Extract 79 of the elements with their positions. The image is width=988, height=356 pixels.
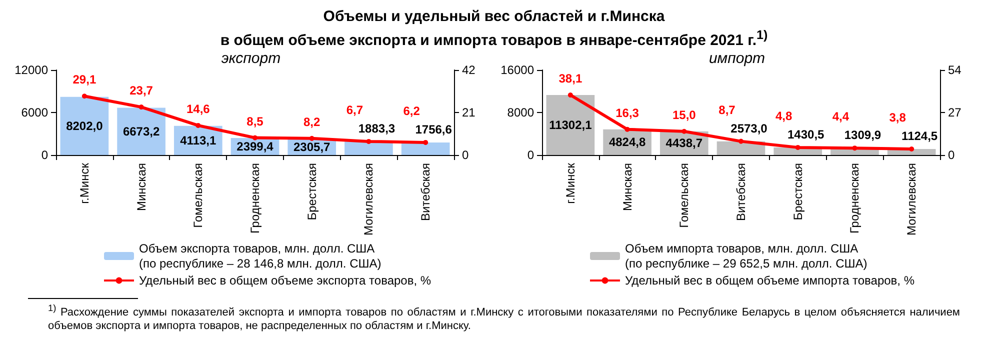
point (252, 135, 258, 140)
data-label: 8202,0 (66, 118, 104, 133)
point (423, 140, 428, 145)
legend-label: Объем импорта товаров, млн. долл. США (по республике – 29 652,5 млн. долл. США) (625, 242, 868, 270)
point (138, 104, 144, 110)
data-label: 15,0 (672, 108, 696, 122)
x-tick-label: Витебская (418, 163, 433, 222)
bar (401, 142, 450, 155)
data-label: 11302,1 (549, 118, 592, 132)
chart-subtitle: импорт (708, 50, 766, 67)
data-label: 4,4 (832, 110, 850, 124)
x-tick-label: Могилевская (362, 163, 376, 236)
chart-subtitle: экспорт (221, 50, 281, 67)
y-tick-label: 8000 (507, 106, 534, 120)
x-tick-label: Гомельская (191, 163, 206, 228)
data-label: 4824,8 (608, 135, 646, 150)
data-label: 3,8 (889, 110, 906, 125)
bar (60, 96, 109, 155)
data-label: 6,7 (346, 102, 364, 117)
point (682, 128, 687, 134)
point (568, 92, 573, 98)
text: $^{1)}$ Расхождение суммы показателей экспорта и импорта товаров по областям и г.Минску с итоговыми показателями по Республике Беларусь в целом объясняется наличием объемов экспорта и импорта товаров, не распределенных по областям и г.Минску. (47, 302, 961, 333)
x-tick-label: Гомельская (677, 163, 692, 228)
point (624, 126, 630, 132)
text: Объемы и удельный вес областей и г.Минска в общем объеме экспорта и импорта товаров в январе-сентябре 2021 г.$^{1)}$ (219, 8, 769, 50)
data-label: 2305,7 (294, 140, 331, 154)
data-label: 38,1 (558, 72, 582, 86)
data-label: 6673,2 (122, 124, 160, 138)
data-label: 2573,0 (730, 121, 768, 136)
data-label: 1756,6 (415, 122, 452, 137)
x-tick-label: Могилевская (904, 163, 919, 236)
data-label: 23,7 (130, 84, 154, 98)
point (852, 146, 858, 151)
x-tick-label: Витебская (734, 163, 748, 222)
point (82, 94, 87, 99)
data-label: 29,1 (72, 72, 96, 87)
y2-tick-label: 54 (948, 63, 962, 77)
data-label: 1309,9 (844, 128, 882, 142)
y-tick-label: 6000 (21, 106, 48, 120)
data-label: 1430,5 (788, 127, 825, 142)
x-tick-label: Минская (620, 163, 634, 212)
y-tick-label: 0 (527, 148, 534, 162)
data-label: 4438,7 (666, 136, 703, 150)
data-label: 1124,5 (902, 129, 938, 144)
x-tick-label: Минская (134, 163, 148, 212)
point (196, 122, 201, 128)
point (795, 144, 800, 150)
x-tick-label: Брестская (304, 163, 319, 220)
legend-label: Удельный вес в общем объеме импорта товаров, % (625, 274, 915, 288)
bar (344, 142, 393, 155)
y2-tick-label: 21 (462, 106, 476, 120)
point (909, 146, 914, 152)
data-label: 6,2 (403, 104, 420, 118)
x-tick-label: Гродненская (248, 163, 262, 234)
data-label: 8,2 (304, 114, 321, 129)
y-tick-label: 0 (41, 148, 48, 162)
point (309, 136, 314, 141)
point (366, 138, 372, 144)
legend-label: Удельный вес в общем объеме экспорта товаров, % (139, 274, 432, 288)
data-label: 16,3 (616, 106, 640, 120)
x-tick-label: Гродненская (848, 163, 862, 234)
x-tick-label: г.Минск (563, 162, 578, 204)
data-label: 1883,3 (358, 122, 396, 136)
legend-label: Объем экспорта товаров, млн. долл. США (по республике – 28 146,8 млн. долл. США) (139, 242, 382, 270)
x-tick-label: г.Минск (77, 162, 92, 204)
point (738, 138, 744, 144)
data-label: 4,8 (776, 108, 793, 123)
data-label: 8,5 (246, 114, 264, 128)
data-label: 8,7 (718, 102, 736, 117)
y2-tick-label: 0 (462, 148, 469, 162)
y2-tick-label: 27 (948, 106, 962, 120)
data-label: 2399,4 (236, 140, 274, 154)
data-label: 4113,1 (180, 133, 216, 148)
x-tick-label: Брестская (790, 163, 805, 220)
y2-tick-label: 0 (948, 148, 955, 162)
y-tick-label: 12000 (14, 63, 48, 77)
y2-tick-label: 42 (462, 63, 476, 77)
y-tick-label: 16000 (500, 63, 534, 77)
data-label: 14,6 (186, 102, 210, 116)
